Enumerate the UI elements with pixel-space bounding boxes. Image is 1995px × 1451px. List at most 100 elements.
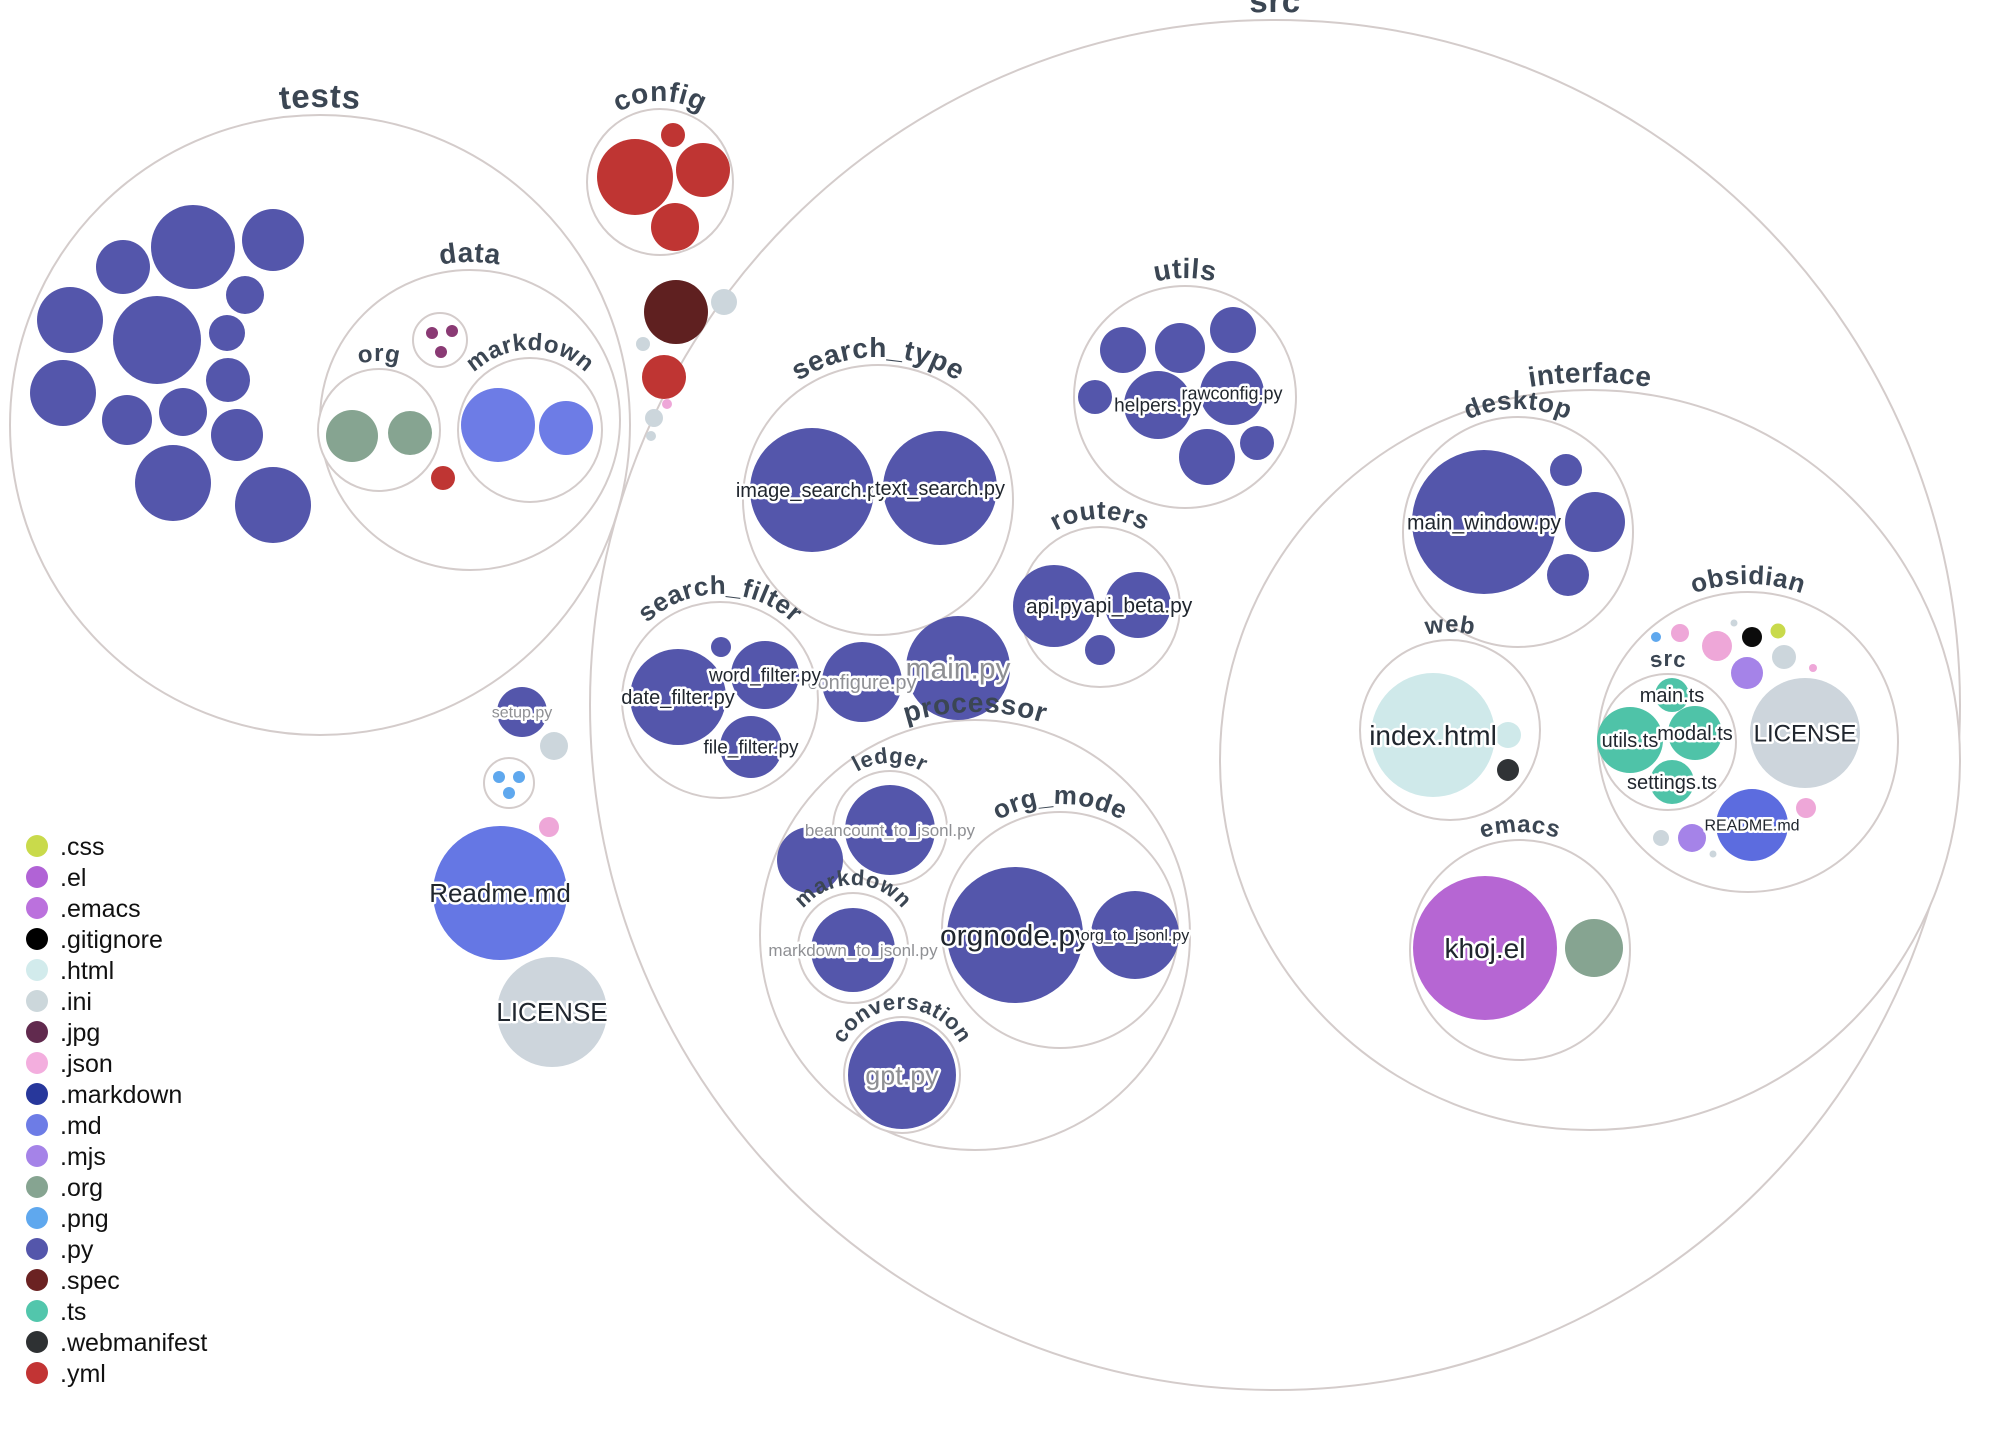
file-circle-tests-py-6: [37, 287, 103, 353]
legend-swatch-md: [26, 1114, 48, 1136]
legend-item-ini: .ini: [26, 988, 92, 1016]
legend-swatch-org: [26, 1176, 48, 1198]
file-circle-tests-py-10: [159, 388, 207, 436]
legend-item-markdown: .markdown: [26, 1081, 182, 1109]
legend-swatch-json: [26, 1052, 48, 1074]
file-circle-obsidian-mjs-2: [1678, 824, 1706, 852]
file-circle-utils-ts: [1597, 707, 1663, 773]
file-circle-config-yml-3: [676, 143, 730, 197]
file-circle-root-ini-1: [711, 289, 737, 315]
file-circle-org-to-jsonl-py: [1091, 891, 1179, 979]
file-circle-utils-py-5: [1179, 429, 1235, 485]
legend-swatch-mjs: [26, 1145, 48, 1167]
file-circle-utils-py-2: [1155, 323, 1205, 373]
file-circle-config-yml-2: [661, 123, 685, 147]
file-label-image-search-py: image_search.py: [736, 480, 888, 502]
legend-item-py: .py: [26, 1236, 94, 1264]
folder-label-text-interface: interface: [1526, 357, 1653, 393]
folder-label-text-data-org: org: [355, 340, 402, 369]
file-circle-tests-py-5: [209, 315, 245, 351]
file-circle-tests-py-3: [242, 209, 304, 271]
legend-label-json: .json: [60, 1050, 113, 1078]
file-circle-helpers-py: [1124, 371, 1192, 439]
file-circle-main-ts: [1655, 678, 1689, 712]
legend-label-md: .md: [60, 1112, 102, 1140]
file-circle-beancount-to-jsonl-py: [845, 785, 935, 875]
file-label-api-beta-py: api_beta.py: [1084, 594, 1193, 617]
file-circle-root-ini-5: [540, 732, 568, 760]
file-circle-obsidian-readme-md: [1716, 789, 1788, 861]
file-label-beancount-to-jsonl-py: beancount_to_jsonl.py: [805, 821, 976, 840]
legend-label-ini: .ini: [60, 988, 92, 1016]
file-circle-root-spec: [644, 280, 708, 344]
file-label-main-ts: main.ts: [1640, 685, 1704, 707]
legend-swatch-gitignore: [26, 928, 48, 950]
file-circle-tests-py-7: [113, 296, 201, 384]
file-label-rawconfig-py: rawconfig.py: [1181, 383, 1282, 403]
legend-label-jpg: .jpg: [60, 1019, 100, 1047]
legend-swatch-css: [26, 835, 48, 857]
legend-label-markdown: .markdown: [60, 1081, 182, 1109]
file-label-gpt-py: gpt.py: [865, 1060, 939, 1090]
folder-label-text-tests: tests: [277, 77, 362, 116]
file-circle-khoj-el: [1413, 876, 1557, 1020]
file-circle-routers-py: [1085, 635, 1115, 665]
file-circle-obsidian-license: [1750, 678, 1860, 788]
file-circle-root-png-3: [503, 787, 515, 799]
file-label-text-search-py: text_search.py: [875, 478, 1005, 500]
file-circle-desktop-py-3: [1547, 554, 1589, 596]
file-label-markdown-to-jsonl-py: markdown_to_jsonl.py: [768, 941, 938, 960]
file-label-org-to-jsonl-py: org_to_jsonl.py: [1081, 928, 1190, 945]
file-circle-root-ini-2: [636, 337, 650, 351]
file-circle-root-json-2: [539, 817, 559, 837]
file-circle-tests-py-13: [135, 445, 211, 521]
legend-swatch-ini: [26, 990, 48, 1012]
legend-label-css: .css: [60, 833, 104, 861]
file-circle-main-window-py: [1412, 450, 1556, 594]
legend-item-json: .json: [26, 1050, 113, 1078]
file-circle-utils-py-3: [1210, 307, 1256, 353]
file-circle-tests-py-1: [96, 240, 150, 294]
file-circle-image-search-py: [750, 428, 874, 552]
file-circle-web-webmanifest: [1497, 759, 1519, 781]
file-label-modal-ts: modal.ts: [1657, 723, 1733, 745]
file-circle-root-ini-4: [646, 431, 656, 441]
file-circle-obsidian-ini-4: [1709, 850, 1717, 858]
legend-swatch-html: [26, 959, 48, 981]
folder-label-src: src: [1249, 0, 1301, 19]
file-circle-api-py: [1013, 565, 1095, 647]
file-label-main-py: main.py: [905, 653, 1010, 686]
file-circle-web-html: [1495, 722, 1521, 748]
file-circle-search-filter-py: [711, 637, 731, 657]
legend-item-md: .md: [26, 1112, 102, 1140]
file-label-obsidian-readme-md: README.md: [1704, 818, 1799, 835]
folder-label-utils: utils: [1151, 253, 1220, 287]
file-label-settings-ts: settings.ts: [1627, 772, 1717, 794]
file-circle-orgnode-py: [947, 867, 1083, 1003]
file-label-index-html: index.html: [1369, 720, 1497, 751]
file-label-helpers-py: helpers.py: [1114, 396, 1202, 417]
file-label-file-filter-py: file_filter.py: [703, 738, 799, 759]
folder-label-web: web: [1422, 611, 1477, 641]
file-circle-text-search-py: [883, 431, 997, 545]
file-circle-obsidian-json-3: [1809, 664, 1817, 672]
legend-label-png: .png: [60, 1205, 109, 1233]
folder-label-data-org: org: [355, 340, 402, 369]
folder-label-text-data: data: [437, 237, 502, 271]
legend-item-ts: .ts: [26, 1298, 86, 1326]
file-label-orgnode-py: orgnode.py: [940, 920, 1090, 953]
legend-item-png: .png: [26, 1205, 109, 1233]
file-circle-data-org-2: [388, 411, 432, 455]
folder-label-obsidian-src: src: [1648, 646, 1688, 673]
file-circle-utils-py-4: [1078, 380, 1112, 414]
file-circle-obsidian-json-1: [1671, 624, 1689, 642]
file-circle-data-jpg-3: [435, 346, 447, 358]
folder-label-text-src: src: [1249, 0, 1301, 19]
legend-label-org: .org: [60, 1174, 103, 1202]
legend-label-el: .el: [60, 864, 86, 892]
file-circle-setup-py: [497, 687, 547, 737]
legend-swatch-py: [26, 1238, 48, 1260]
file-circle-api-beta-py: [1105, 572, 1171, 638]
legend-item-emacs: .emacs: [26, 895, 141, 923]
